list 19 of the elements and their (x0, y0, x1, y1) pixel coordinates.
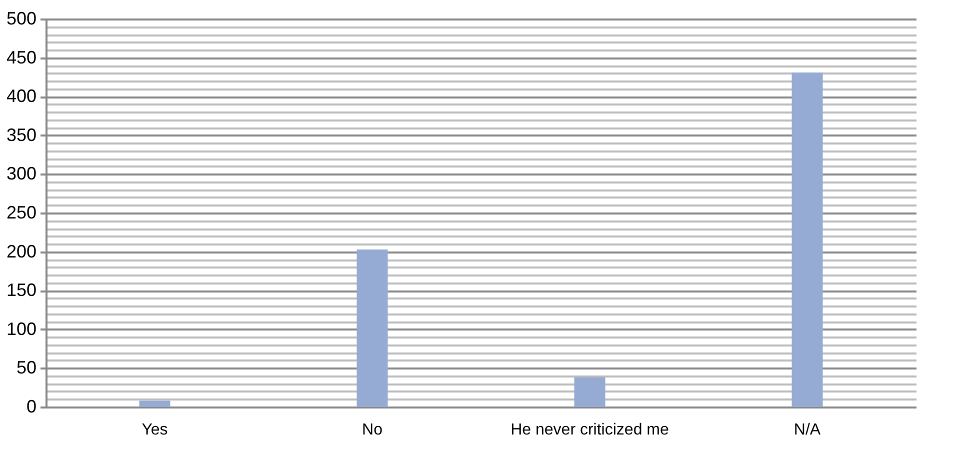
y-tick-label: 500 (6, 8, 36, 28)
y-tick-label: 300 (6, 164, 36, 184)
bar (139, 400, 170, 407)
y-tick-label: 0 (26, 396, 36, 416)
y-tick-label: 400 (6, 86, 36, 106)
bar (574, 378, 606, 407)
y-tick-label: 100 (6, 318, 36, 339)
x-tick-label: No (362, 422, 383, 438)
y-tick-label: 200 (6, 241, 36, 262)
x-tick-label: He never criticized me (510, 422, 669, 438)
bar (356, 249, 388, 407)
y-tick-label: 350 (6, 124, 36, 145)
y-tick-label: 50 (16, 358, 36, 378)
x-tick-label: Yes (142, 422, 168, 438)
y-tick-label: 150 (6, 280, 36, 300)
y-tick-label: 450 (6, 47, 36, 68)
y-tick-label: 250 (6, 202, 36, 222)
bar (792, 72, 823, 407)
x-tick-label: N/A (794, 422, 821, 438)
